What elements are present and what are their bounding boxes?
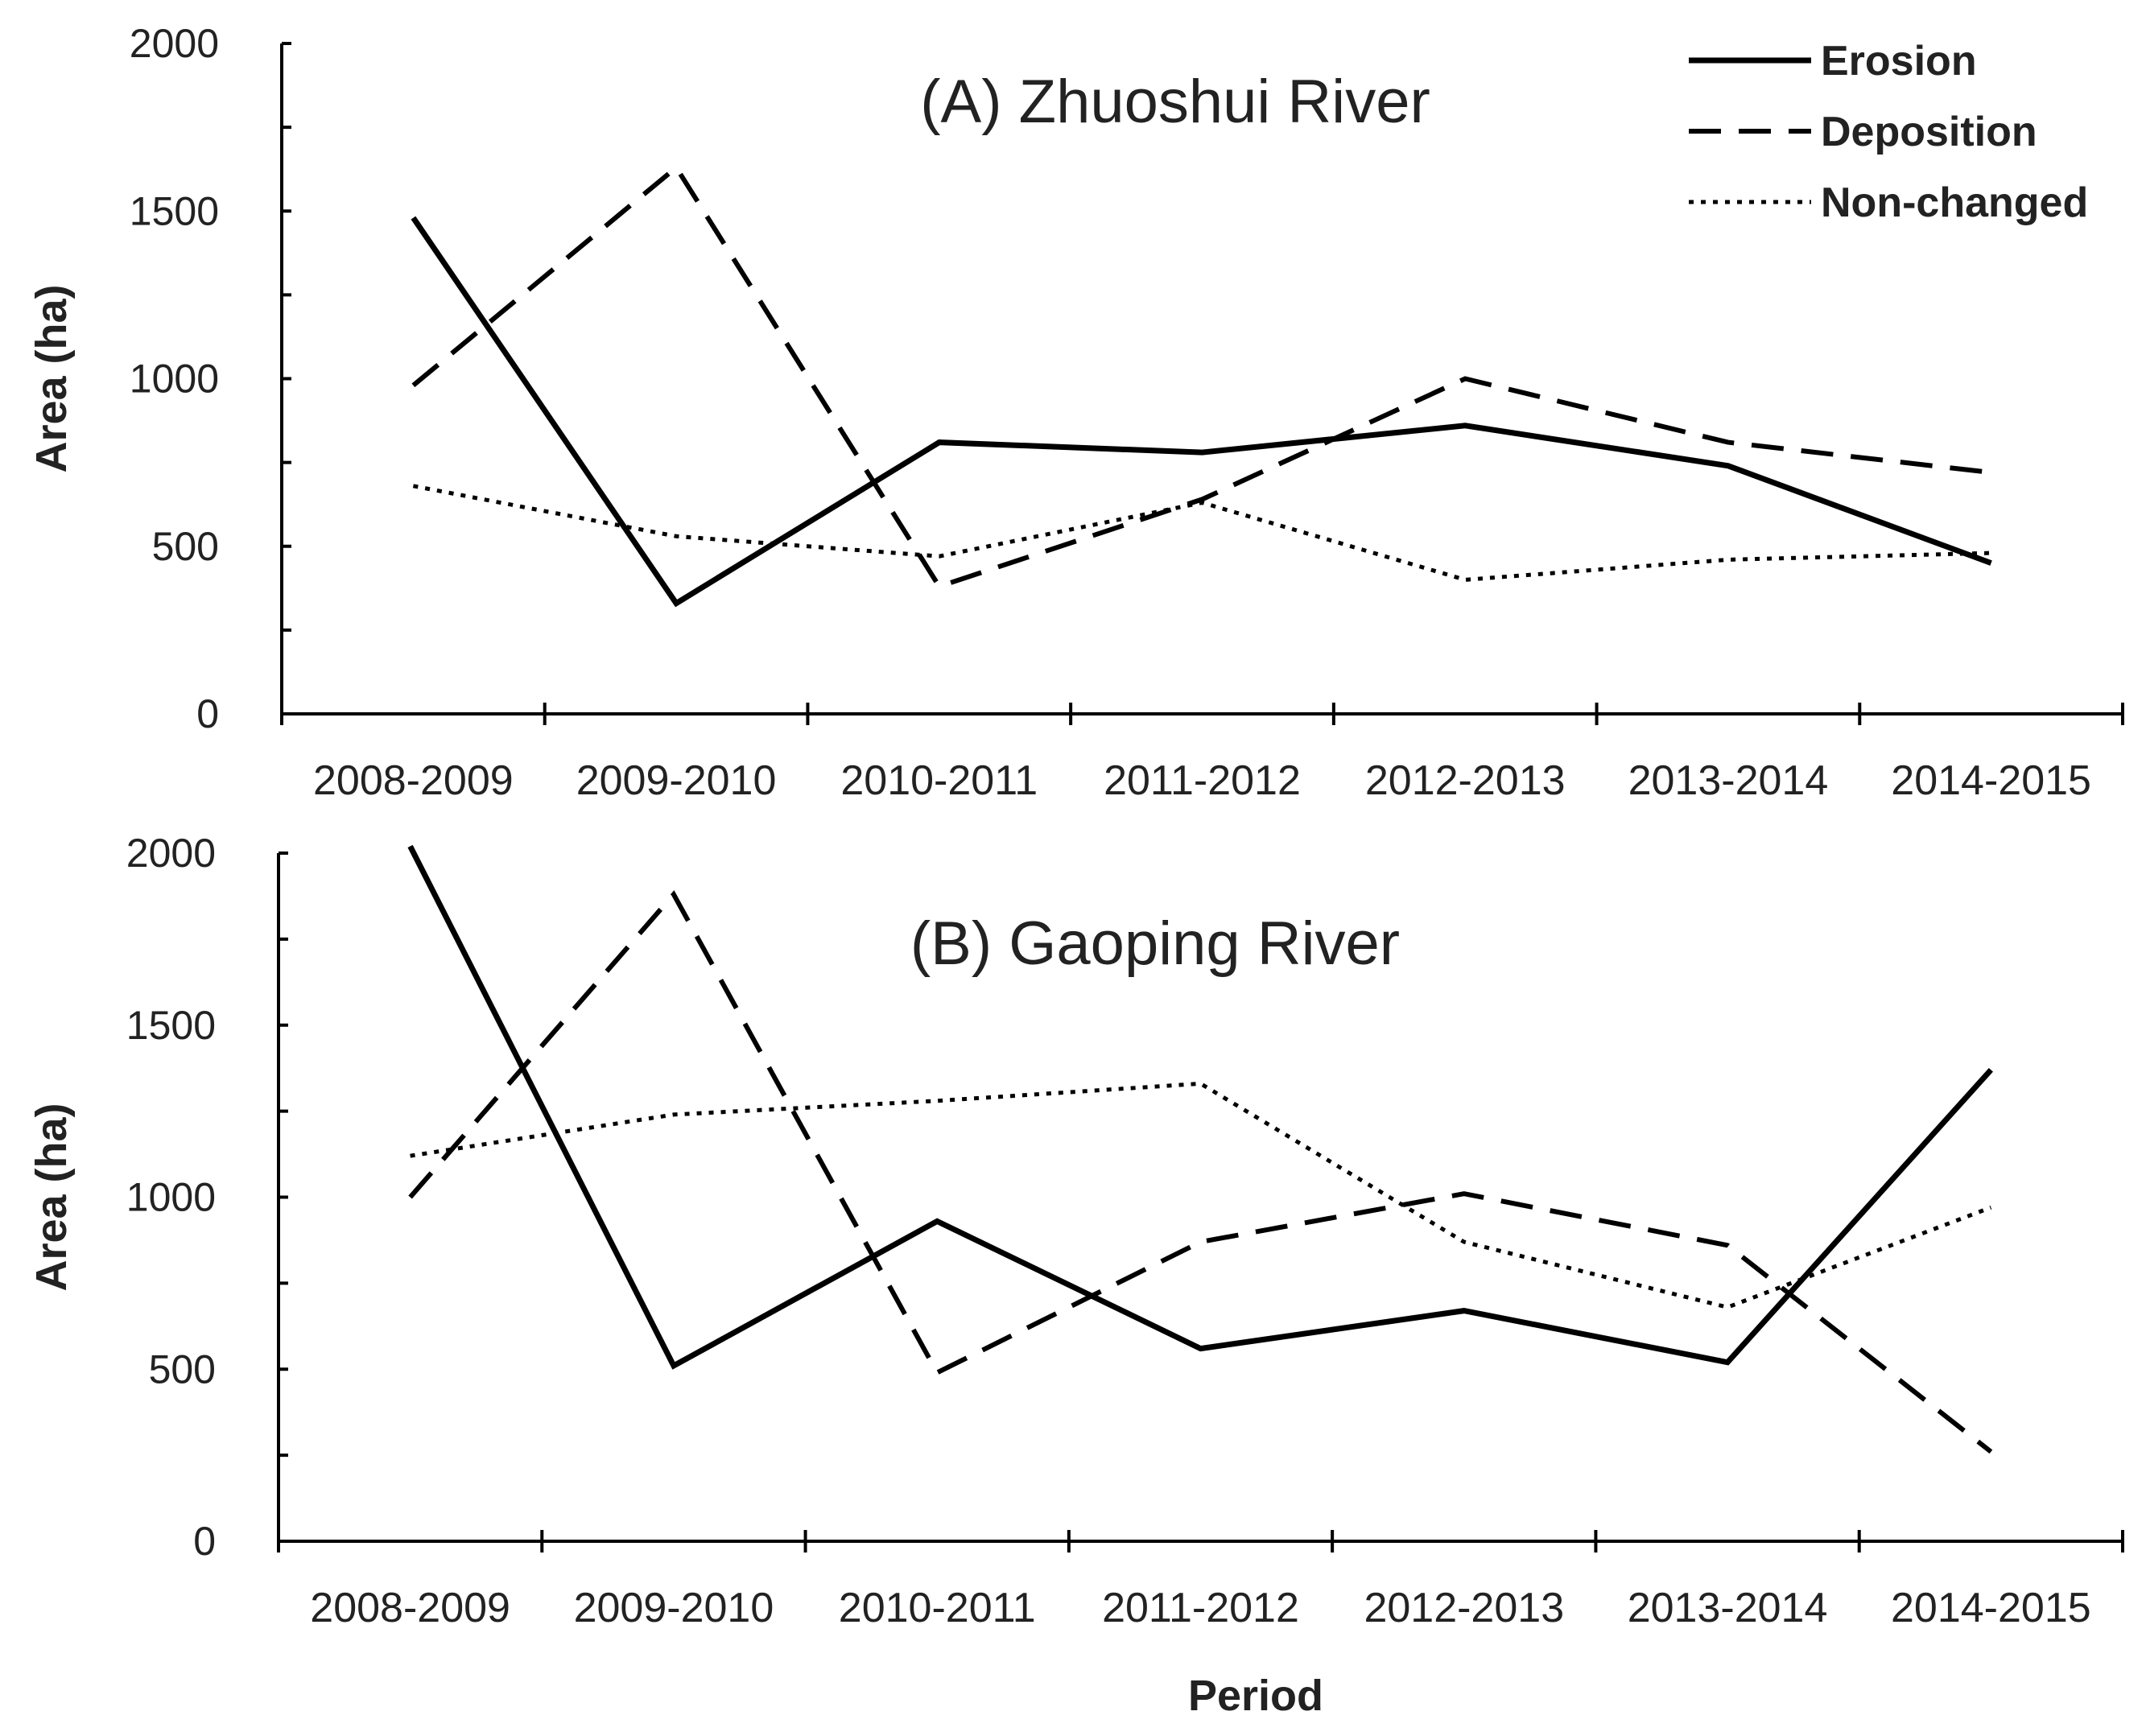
series-line-deposition — [408, 890, 1993, 1454]
x-tick-label: 2012-2013 — [1365, 757, 1566, 804]
y-tick-label: 2000 — [126, 831, 216, 876]
data-point-deposition — [1989, 470, 1994, 475]
x-tick-label: 2013-2014 — [1628, 757, 1829, 804]
x-axis-title: Period — [1188, 1672, 1323, 1720]
x-tick-label: 2009-2010 — [574, 1585, 774, 1631]
series-line-deposition — [411, 163, 1991, 590]
legend-label-non-changed: Non-changed — [1821, 179, 2088, 226]
legend: Erosion Deposition Non-changed — [1689, 38, 2088, 226]
y-tick-label: 500 — [149, 1346, 216, 1392]
panel-title: (B) Gaoping River — [910, 909, 1400, 978]
y-axis-title: Area (ha) — [27, 284, 76, 472]
data-point-deposition — [674, 165, 679, 170]
data-point-non-changed — [1199, 1081, 1203, 1086]
x-tick-label: 2010-2011 — [840, 757, 1038, 804]
legend-label-deposition: Deposition — [1821, 109, 2037, 155]
data-point-non-changed — [1989, 550, 1994, 555]
x-tick-label: 2012-2013 — [1364, 1585, 1564, 1631]
y-tick-label: 1500 — [126, 1003, 216, 1048]
x-tick-label: 2011-2012 — [1104, 757, 1301, 804]
series-line-non-changed — [412, 484, 1991, 582]
y-tick-label: 500 — [152, 524, 219, 569]
x-tick-label: 2008-2009 — [310, 1585, 510, 1631]
data-point-deposition — [937, 584, 942, 589]
data-point-deposition — [1199, 1239, 1203, 1244]
series-line-erosion — [407, 844, 1994, 1370]
y-axis-title: Area (ha) — [27, 1103, 76, 1291]
y-tick-label: 0 — [193, 1519, 216, 1564]
chart-panel-zhuoshui: 0 500 1000 1500 2000 2008-2009 2009-2010 2010-2… — [27, 21, 2124, 804]
y-tick-label: 2000 — [130, 21, 219, 66]
x-tick-label: 2011-2012 — [1102, 1585, 1299, 1631]
data-point-non-changed — [1726, 557, 1731, 562]
panel-title: (A) Zhuoshui River — [920, 68, 1430, 136]
series-line-non-changed — [410, 1081, 1992, 1309]
x-tick-label: 2013-2014 — [1628, 1585, 1828, 1631]
chart-panel-gaoping: 0 500 1000 1500 2000 2008-2009 2009-2010 2010-2… — [27, 831, 2124, 1631]
y-tick-label: 1000 — [130, 357, 219, 402]
legend-label-erosion: Erosion — [1821, 38, 1977, 85]
series-line-erosion — [411, 216, 1992, 608]
x-tick-label: 2008-2009 — [313, 757, 514, 804]
data-point-non-changed — [1725, 1305, 1730, 1309]
x-tick-label: 2009-2010 — [576, 757, 777, 804]
y-tick-label: 0 — [196, 691, 219, 736]
x-tick-label: 2014-2015 — [1891, 1585, 2091, 1631]
y-tick-label: 1000 — [126, 1175, 216, 1220]
x-tick-label: 2014-2015 — [1891, 757, 2091, 804]
y-tick-label: 1500 — [130, 188, 219, 233]
x-tick-label: 2010-2011 — [839, 1585, 1036, 1631]
